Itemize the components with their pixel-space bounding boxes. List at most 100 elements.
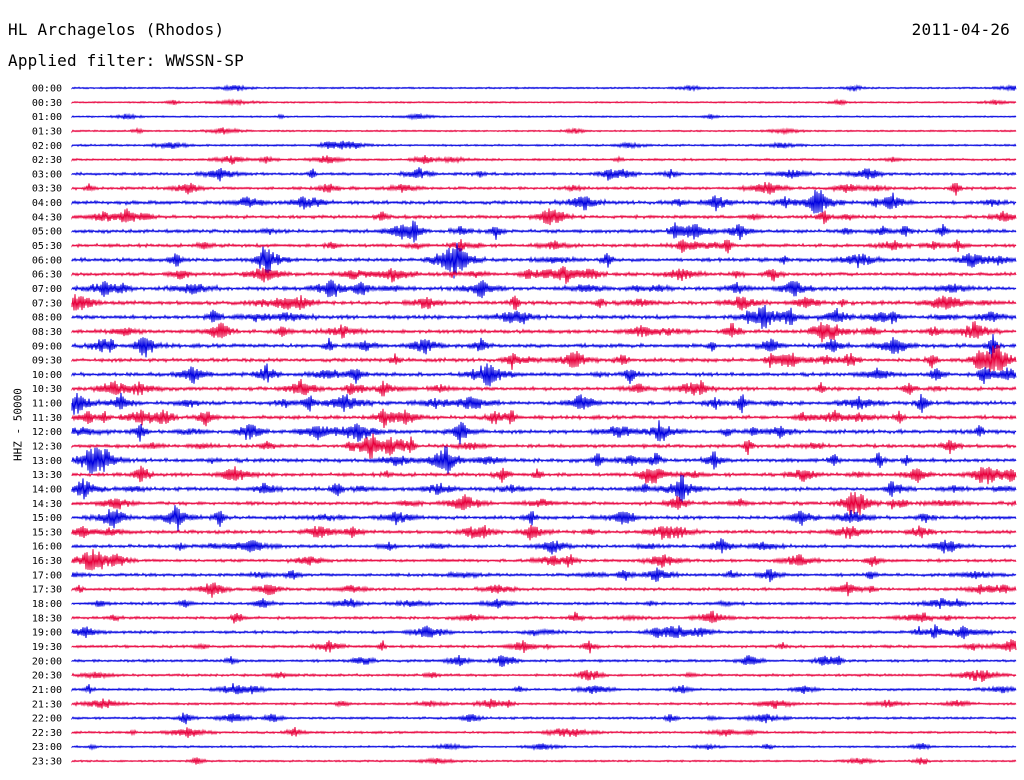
time-label: 20:00 xyxy=(32,656,62,667)
time-label: 22:00 xyxy=(32,714,62,725)
trace-line xyxy=(71,220,1017,243)
trace-line xyxy=(71,683,1017,695)
trace-line xyxy=(71,698,1017,709)
trace-line xyxy=(71,378,1017,397)
time-label: 08:30 xyxy=(32,327,62,338)
time-label: 15:00 xyxy=(32,513,62,524)
time-label: 07:30 xyxy=(32,298,62,309)
time-label: 21:00 xyxy=(32,685,62,696)
time-label: 12:00 xyxy=(32,427,62,438)
time-label: 11:30 xyxy=(32,413,62,424)
trace-line xyxy=(71,321,1017,343)
time-label: 16:00 xyxy=(32,542,62,553)
time-label: 13:00 xyxy=(32,456,62,467)
trace-line xyxy=(71,524,1017,541)
trace-line xyxy=(71,598,1017,609)
trace-line xyxy=(71,155,1017,165)
time-label: 16:30 xyxy=(32,556,62,567)
time-label: 19:30 xyxy=(32,642,62,653)
record-date: 2011-04-26 xyxy=(911,20,1010,39)
time-label: 22:30 xyxy=(32,728,62,739)
trace-line xyxy=(71,334,1017,359)
trace-line xyxy=(71,446,1017,474)
trace-line xyxy=(71,408,1017,429)
trace-line xyxy=(71,363,1017,387)
time-label: 14:30 xyxy=(32,499,62,510)
time-label: 17:00 xyxy=(32,570,62,581)
time-label: 01:00 xyxy=(32,112,62,123)
time-label: 01:30 xyxy=(32,126,62,137)
trace-line xyxy=(71,266,1017,284)
time-label: 03:00 xyxy=(32,169,62,180)
time-label: 12:30 xyxy=(32,442,62,453)
trace-line xyxy=(71,127,1017,136)
time-label: 04:00 xyxy=(32,198,62,209)
trace-line xyxy=(71,140,1017,150)
filter-label: Applied filter: WWSSN-SP xyxy=(8,51,244,70)
time-label: 07:00 xyxy=(32,284,62,295)
trace-line xyxy=(71,655,1017,667)
time-label: 17:30 xyxy=(32,585,62,596)
trace-line xyxy=(71,669,1017,683)
time-label: 05:30 xyxy=(32,241,62,252)
trace-line xyxy=(71,112,1017,121)
time-label: 08:00 xyxy=(32,313,62,324)
trace-line xyxy=(71,279,1017,299)
time-label: 10:30 xyxy=(32,384,62,395)
trace-line xyxy=(71,639,1017,654)
time-label: 10:00 xyxy=(32,370,62,381)
time-label: 09:30 xyxy=(32,356,62,367)
trace-line xyxy=(71,181,1017,196)
trace-line xyxy=(71,474,1017,504)
trace-line xyxy=(71,727,1017,738)
time-label: 03:30 xyxy=(32,184,62,195)
time-label: 09:00 xyxy=(32,341,62,352)
trace-line xyxy=(71,294,1017,311)
trace-line xyxy=(71,465,1017,485)
time-label: 04:30 xyxy=(32,212,62,223)
trace-line xyxy=(71,239,1017,254)
time-labels: 00:00 00:30 01:00 01:30 02:00 02:30 03:00 03:30… xyxy=(32,84,62,768)
time-label: 00:00 xyxy=(32,84,62,95)
time-label: 02:00 xyxy=(32,141,62,152)
trace-line xyxy=(71,491,1017,516)
trace-line xyxy=(71,208,1017,226)
time-label: 21:30 xyxy=(32,699,62,710)
time-label: 11:00 xyxy=(32,399,62,410)
trace-line xyxy=(71,549,1017,571)
trace-line xyxy=(71,98,1017,107)
time-label: 19:00 xyxy=(32,628,62,639)
trace-line xyxy=(71,189,1017,214)
trace-line xyxy=(71,581,1017,598)
trace-line xyxy=(71,505,1017,532)
trace-line xyxy=(71,712,1017,725)
trace-line xyxy=(71,392,1017,415)
trace-line xyxy=(71,242,1017,279)
time-label: 18:00 xyxy=(32,599,62,610)
trace-line xyxy=(71,610,1017,624)
trace-line xyxy=(71,84,1017,92)
trace-line xyxy=(71,433,1017,459)
time-label: 15:30 xyxy=(32,527,62,538)
trace-line xyxy=(71,344,1017,372)
seismic-traces xyxy=(71,84,1017,766)
time-label: 18:30 xyxy=(32,613,62,624)
trace-line xyxy=(71,167,1017,182)
time-label: 14:00 xyxy=(32,484,62,495)
trace-line xyxy=(71,567,1017,583)
time-label: 23:00 xyxy=(32,742,62,753)
time-label: 23:30 xyxy=(32,757,62,768)
time-label: 00:30 xyxy=(32,98,62,109)
trace-line xyxy=(71,304,1017,329)
time-label: 06:30 xyxy=(32,270,62,281)
time-label: 05:00 xyxy=(32,227,62,238)
time-label: 02:30 xyxy=(32,155,62,166)
trace-line xyxy=(71,624,1017,640)
time-label: 06:00 xyxy=(32,255,62,266)
trace-line xyxy=(71,756,1017,766)
time-label: 13:30 xyxy=(32,470,62,481)
trace-line xyxy=(71,538,1017,555)
time-label: 20:30 xyxy=(32,671,62,682)
station-title: HL Archagelos (Rhodos) xyxy=(8,20,225,39)
